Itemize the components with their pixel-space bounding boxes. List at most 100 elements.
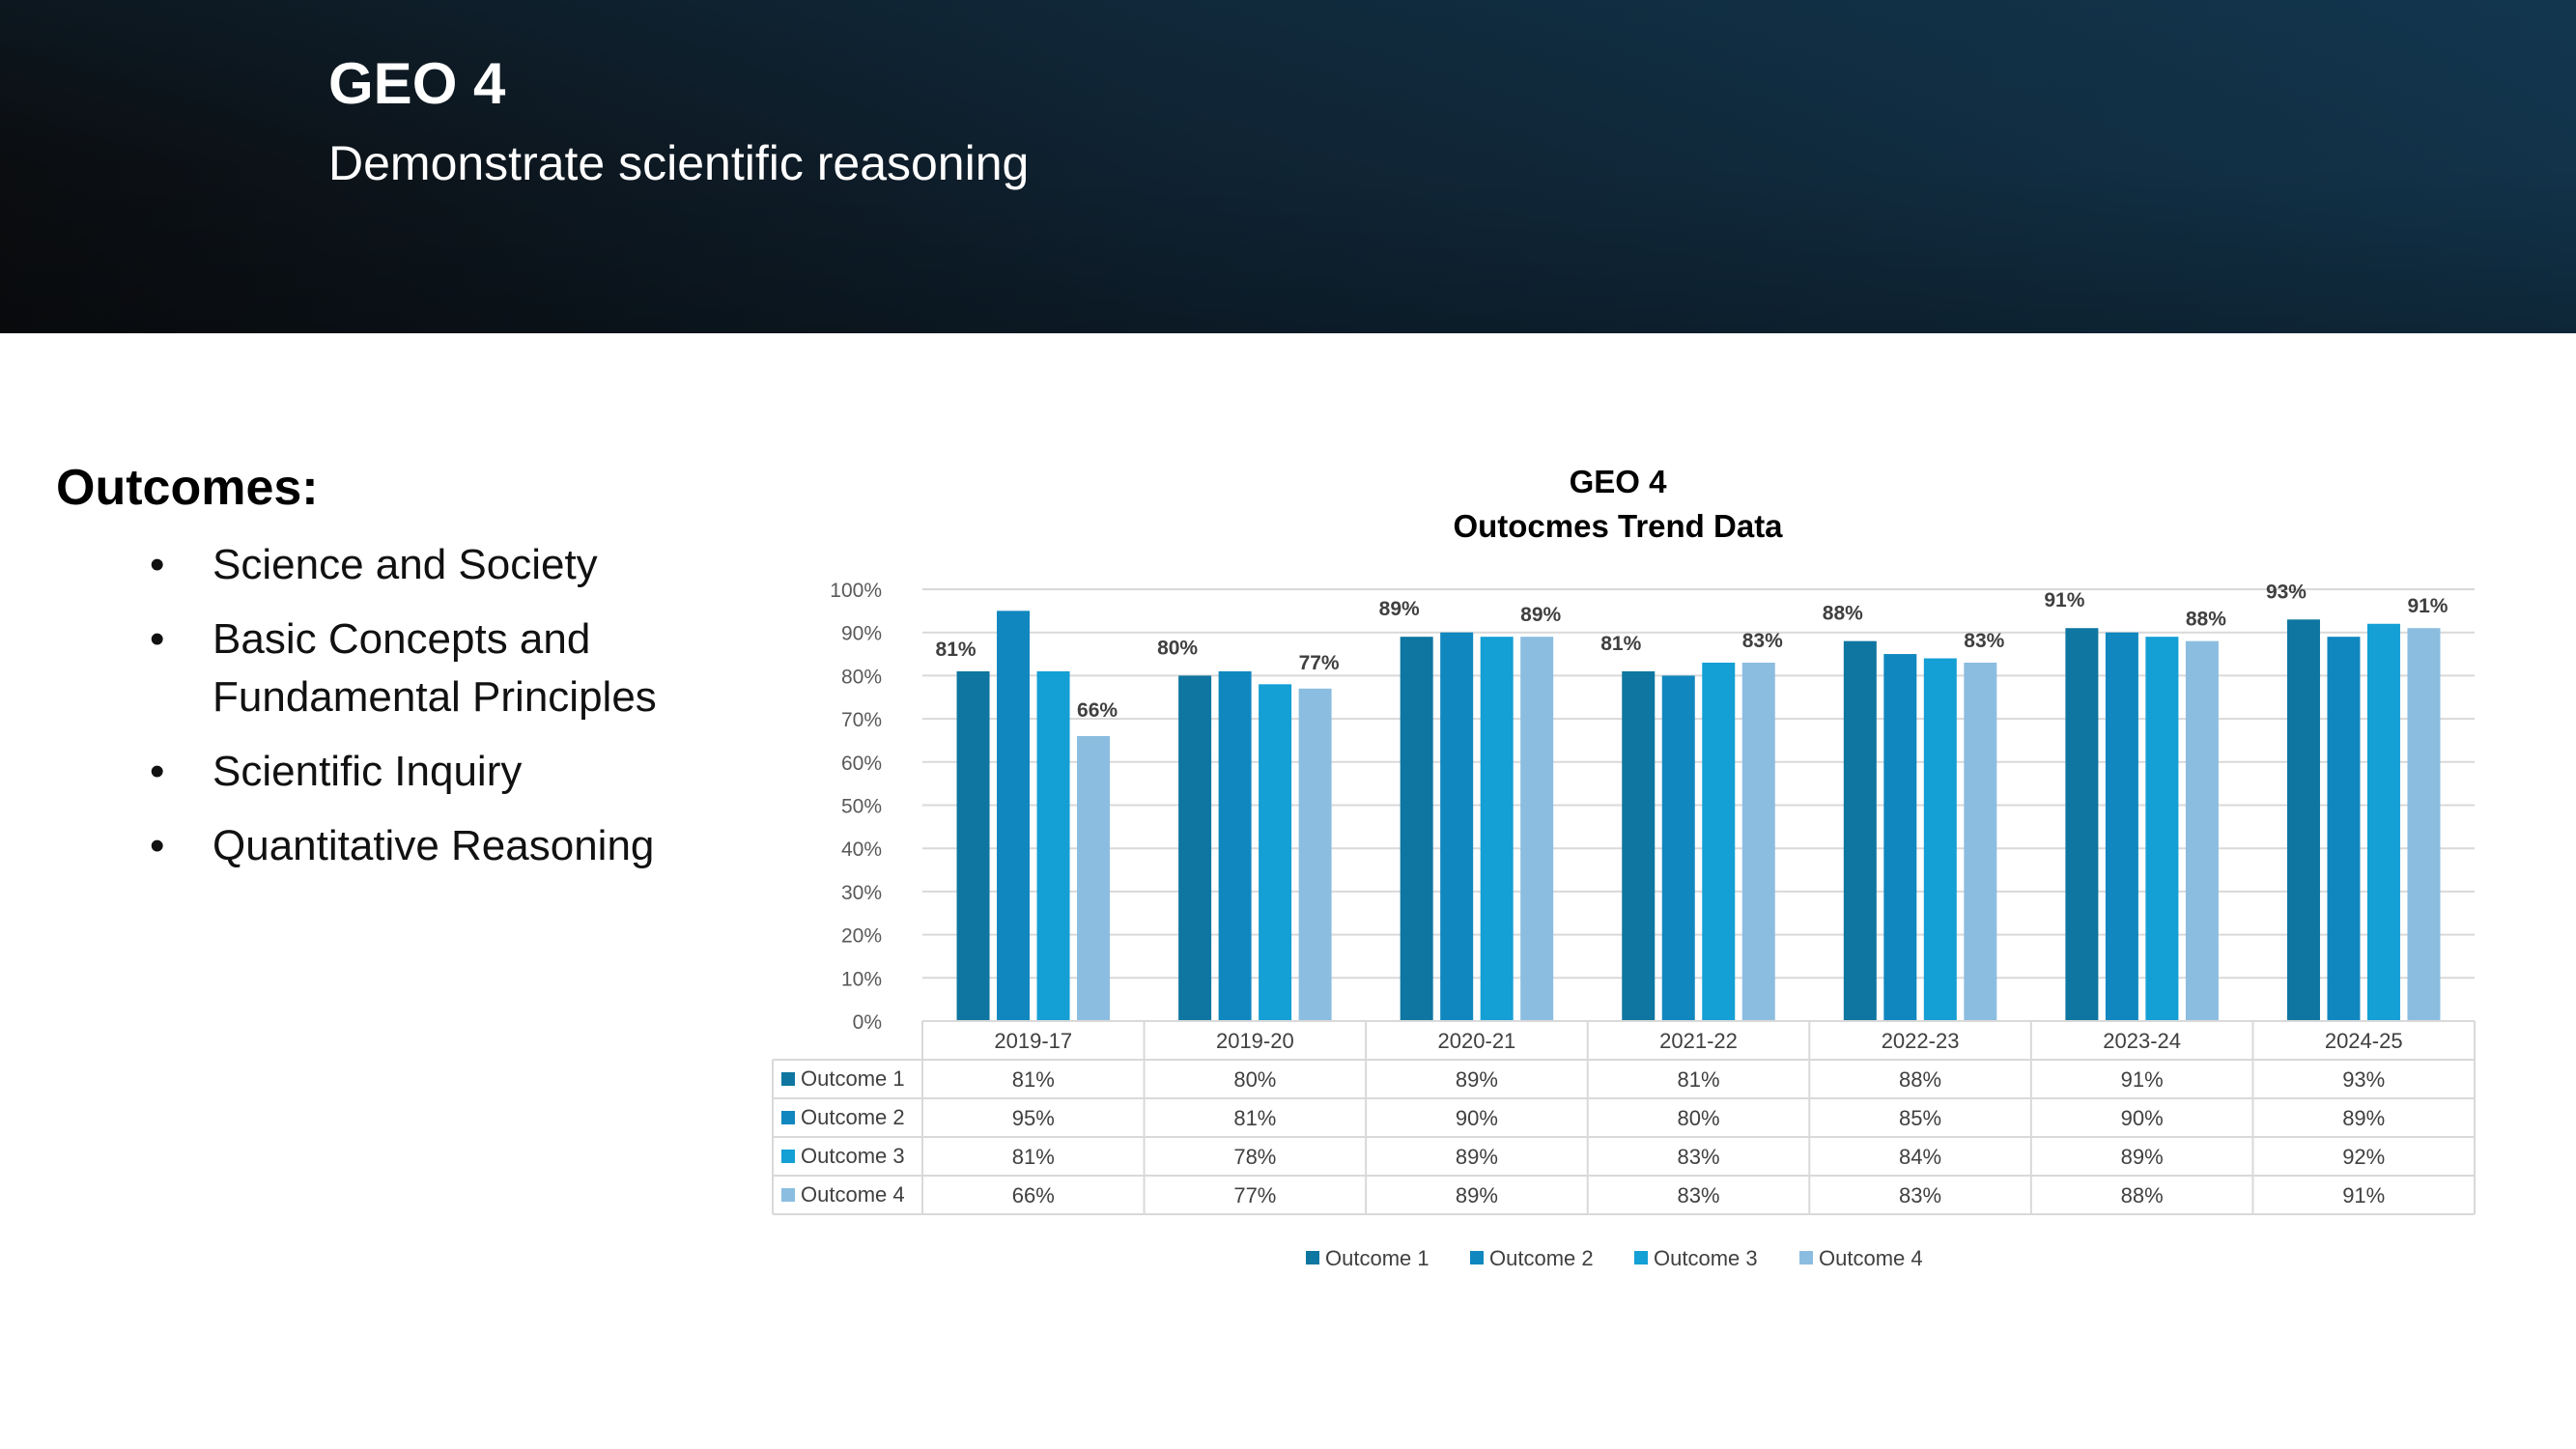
table-cell: 66% xyxy=(1012,1183,1055,1208)
y-tick-label: 80% xyxy=(841,666,882,688)
bar-outcome-2 xyxy=(1218,670,1252,1021)
outcome-label: Science and Society xyxy=(212,541,598,588)
data-label: 93% xyxy=(2266,581,2307,603)
table-legend-swatch xyxy=(781,1188,795,1202)
table-cell: 89% xyxy=(2121,1145,2164,1169)
bullet-icon: • xyxy=(150,615,165,663)
outcome-item: • Quantitative Reasoning xyxy=(150,817,749,875)
legend-entry: Outcome 1 xyxy=(1325,1246,1430,1270)
bar-outcome-4 xyxy=(1964,662,1997,1021)
data-label: 81% xyxy=(936,639,977,661)
bar-outcome-4 xyxy=(2185,640,2219,1021)
bullet-icon: • xyxy=(150,541,165,588)
table-row-label: Outcome 1 xyxy=(801,1066,905,1091)
bar-outcome-4 xyxy=(1741,662,1775,1021)
bar-outcome-2 xyxy=(1883,654,1917,1021)
header-banner: GEO 4 Demonstrate scientific reasoning xyxy=(0,0,2576,333)
table-cell: 88% xyxy=(2121,1183,2164,1208)
table-cell: 80% xyxy=(1233,1067,1276,1092)
bar-outcome-4 xyxy=(1520,637,1554,1021)
data-label: 89% xyxy=(1520,604,1561,626)
header-shade xyxy=(0,0,2576,333)
x-tick-label: 2022-23 xyxy=(1882,1029,1960,1053)
legend-entry: Outcome 4 xyxy=(1819,1246,1923,1270)
bar-outcome-2 xyxy=(2327,637,2361,1021)
table-cell: 93% xyxy=(2342,1067,2385,1092)
table-cell: 95% xyxy=(1012,1106,1055,1130)
legend-swatch xyxy=(1306,1251,1319,1264)
table-cell: 88% xyxy=(1899,1067,1941,1092)
y-tick-label: 90% xyxy=(841,623,882,645)
bar-outcome-1 xyxy=(956,670,990,1021)
outcome-label: Basic Concepts and Fundamental Principle… xyxy=(212,615,657,721)
y-tick-label: 40% xyxy=(841,838,882,861)
outcome-label: Quantitative Reasoning xyxy=(212,822,655,869)
trend-chart: GEO 4 Outocmes Trend Data 0% 10% 20% 30% 40% 50… xyxy=(772,464,2476,1270)
data-label: 81% xyxy=(1600,633,1641,655)
x-tick-label: 2019-17 xyxy=(994,1029,1072,1053)
data-label: 88% xyxy=(1823,603,1863,625)
legend-entry: Outcome 2 xyxy=(1489,1246,1594,1270)
y-tick-label: 0% xyxy=(853,1011,882,1034)
bar-outcome-1 xyxy=(1400,637,1433,1021)
bar-outcome-3 xyxy=(1036,670,1070,1021)
bar-outcome-3 xyxy=(1480,637,1514,1021)
bullet-icon: • xyxy=(150,748,165,795)
table-cell: 83% xyxy=(1677,1145,1719,1169)
data-label: 88% xyxy=(2186,609,2226,631)
table-cell: 83% xyxy=(1677,1183,1719,1208)
data-label: 83% xyxy=(1742,630,1783,652)
chart-title: GEO 4 xyxy=(1570,464,1668,499)
bar-outcome-1 xyxy=(2065,628,2099,1021)
table-cell: 85% xyxy=(1899,1106,1941,1130)
outcomes-list: • Science and Society • Basic Concepts and… xyxy=(150,536,749,892)
table-cell: 81% xyxy=(1677,1067,1719,1092)
x-tick-label: 2021-22 xyxy=(1659,1029,1738,1053)
bar-outcome-1 xyxy=(2286,619,2320,1021)
data-label: 91% xyxy=(2407,595,2448,617)
table-legend-swatch xyxy=(781,1111,795,1124)
data-label: 83% xyxy=(1964,630,2004,652)
y-tick-label: 60% xyxy=(841,753,882,775)
table-cell: 81% xyxy=(1012,1067,1055,1092)
table-cell: 89% xyxy=(1456,1183,1498,1208)
table-legend-swatch xyxy=(781,1072,795,1086)
bar-outcome-2 xyxy=(1440,632,1474,1021)
bar-outcome-3 xyxy=(2366,623,2400,1021)
table-cell: 80% xyxy=(1677,1106,1719,1130)
table-cell: 81% xyxy=(1233,1106,1276,1130)
bar-outcome-3 xyxy=(2145,637,2179,1021)
data-label: 80% xyxy=(1157,637,1198,659)
bar-outcome-3 xyxy=(1923,658,1957,1021)
table-row-label: Outcome 4 xyxy=(801,1182,905,1207)
table-cell: 90% xyxy=(2121,1106,2164,1130)
table-cell: 92% xyxy=(2342,1145,2385,1169)
data-label: 91% xyxy=(2044,589,2084,611)
table-cell: 90% xyxy=(1456,1106,1498,1130)
bar-outcome-3 xyxy=(1702,662,1736,1021)
table-row-label: Outcome 3 xyxy=(801,1144,905,1168)
data-label: 66% xyxy=(1077,699,1118,722)
bar-outcome-2 xyxy=(1661,675,1695,1021)
legend-entry: Outcome 3 xyxy=(1654,1246,1758,1270)
slide-subtitle: Demonstrate scientific reasoning xyxy=(328,136,1030,190)
legend-swatch xyxy=(1470,1251,1484,1264)
table-cell: 77% xyxy=(1233,1183,1276,1208)
bar-outcome-2 xyxy=(2105,632,2138,1021)
table-cell: 83% xyxy=(1899,1183,1941,1208)
data-label: 89% xyxy=(1379,598,1420,620)
table-cell: 89% xyxy=(2342,1106,2385,1130)
outcome-item: • Scientific Inquiry xyxy=(150,743,749,801)
x-tick-label: 2019-20 xyxy=(1216,1029,1294,1053)
data-label: 77% xyxy=(1299,652,1340,674)
bar-outcome-4 xyxy=(1298,688,1332,1021)
y-tick-label: 50% xyxy=(841,796,882,818)
table-cell: 91% xyxy=(2342,1183,2385,1208)
y-tick-label: 10% xyxy=(841,968,882,990)
table-cell: 78% xyxy=(1233,1145,1276,1169)
bullet-icon: • xyxy=(150,822,165,869)
outcome-item: • Basic Concepts and Fundamental Principl… xyxy=(150,611,749,726)
y-tick-label: 100% xyxy=(830,580,882,602)
x-tick-label: 2024-25 xyxy=(2325,1029,2403,1053)
table-legend-swatch xyxy=(781,1150,795,1163)
